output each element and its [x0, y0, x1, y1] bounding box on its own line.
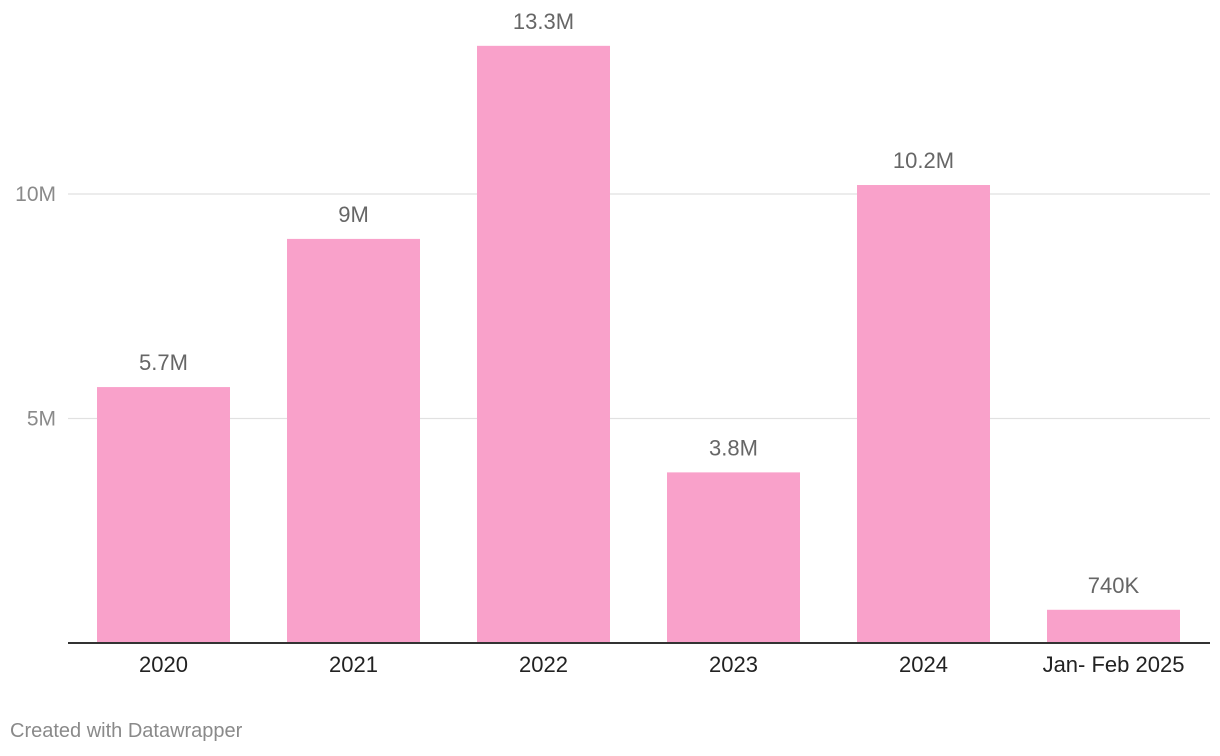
value-label: 13.3M	[513, 9, 574, 34]
x-tick-label: 2024	[899, 652, 948, 677]
y-tick-label: 5M	[27, 408, 56, 431]
y-tick-label: 10M	[15, 183, 56, 206]
x-axis: 2020 2021 2022 2023 2024 Jan- Feb 2025	[68, 642, 1210, 677]
datawrapper-credit: Created with Datawrapper	[10, 720, 243, 742]
bar	[1047, 609, 1180, 643]
value-label: 5.7M	[139, 350, 188, 375]
value-label: 3.8M	[709, 435, 758, 460]
x-tick-label: 2020	[139, 652, 188, 677]
bar	[857, 185, 990, 643]
bar	[97, 387, 230, 643]
value-label: 10.2M	[893, 148, 954, 173]
bar	[667, 472, 800, 643]
x-tick-label: Jan- Feb 2025	[1043, 652, 1185, 677]
value-label: 9M	[338, 202, 369, 227]
value-label: 740K	[1088, 573, 1140, 598]
bar	[287, 238, 420, 643]
x-tick-label: 2021	[329, 652, 378, 677]
bars	[97, 45, 1180, 643]
x-tick-label: 2023	[709, 652, 758, 677]
x-tick-label: 2022	[519, 652, 568, 677]
gridlines: 5M 10M	[15, 183, 1210, 431]
bar	[477, 45, 610, 643]
value-labels: 5.7M 9M 13.3M 3.8M 10.2M 740K	[139, 9, 1139, 598]
